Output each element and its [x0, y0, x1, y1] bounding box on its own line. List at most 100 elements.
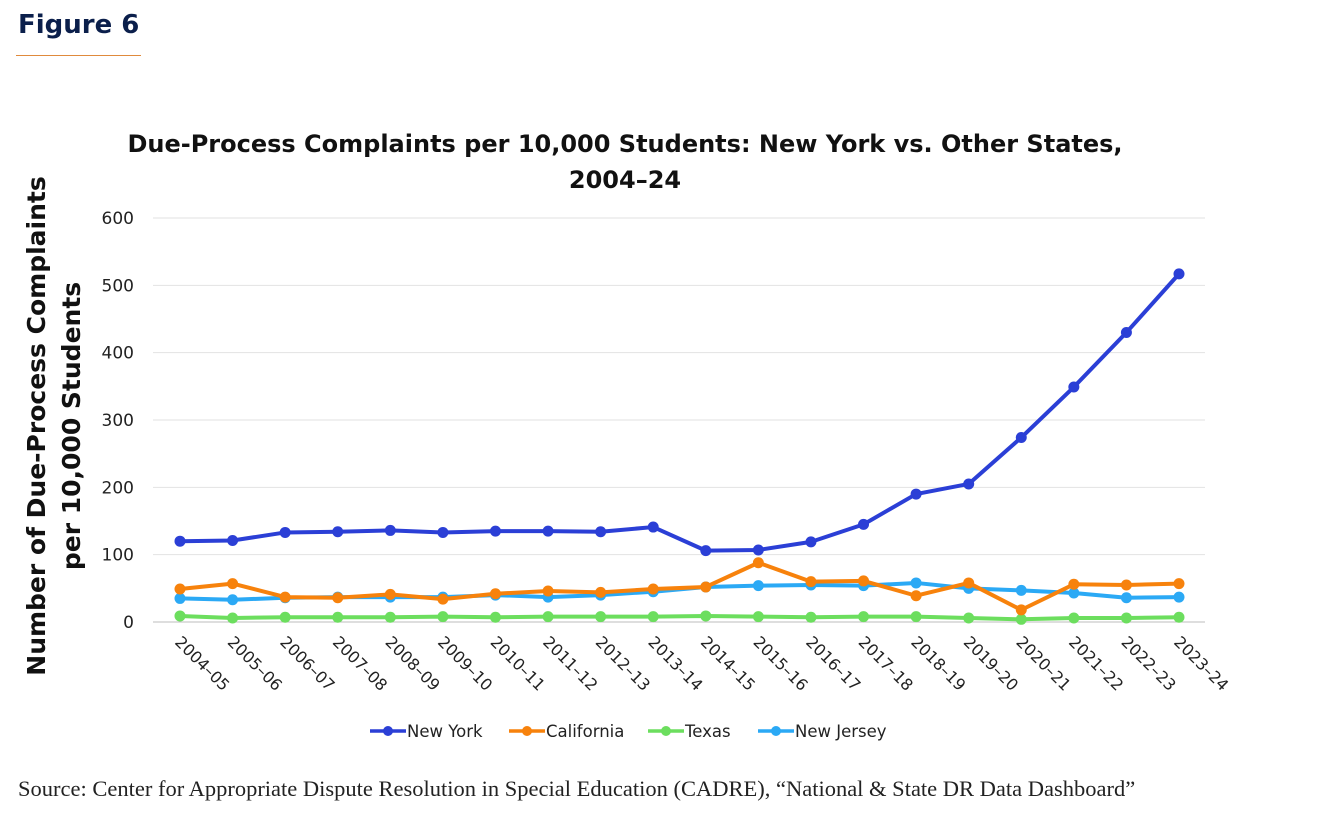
legend-swatch-marker [383, 726, 393, 736]
x-tick-label: 2011–12 [539, 632, 601, 694]
legend-label: Texas [684, 722, 731, 741]
data-point [489, 611, 501, 623]
data-point [1120, 579, 1132, 591]
legend-swatch-marker [522, 726, 532, 736]
series-new-york [174, 268, 1185, 557]
data-point [1015, 584, 1027, 596]
data-point [1173, 611, 1185, 623]
data-point [910, 611, 922, 623]
x-tick-label: 2014–15 [697, 632, 759, 694]
data-point [279, 591, 291, 603]
data-point [805, 611, 817, 623]
data-point [332, 611, 344, 623]
x-tick-label: 2004–05 [171, 632, 233, 694]
data-point [1068, 612, 1080, 624]
series-new-jersey [174, 577, 1185, 606]
x-tick-label: 2020–21 [1012, 632, 1074, 694]
legend-item-new-jersey: New Jersey [758, 722, 887, 741]
x-tick-label: 2017–18 [855, 632, 917, 694]
data-point [1068, 578, 1080, 590]
data-point [1015, 432, 1027, 444]
data-point [174, 583, 186, 595]
x-tick-label: 2005–06 [224, 632, 286, 694]
data-point [279, 611, 291, 623]
data-point [595, 586, 607, 598]
legend-swatch-marker [771, 726, 781, 736]
data-point [1015, 604, 1027, 616]
data-point [489, 588, 501, 600]
x-tick-label: 2016–17 [802, 632, 864, 694]
y-tick-label: 200 [102, 478, 134, 498]
data-point [858, 575, 870, 587]
x-tick-label: 2008–09 [381, 632, 443, 694]
y-axis-label-line-2: per 10,000 Students [57, 282, 86, 570]
data-point [752, 544, 764, 556]
data-point [752, 580, 764, 592]
x-tick-label: 2010–11 [487, 632, 549, 694]
x-tick-label: 2012–13 [592, 632, 654, 694]
legend-label: California [546, 722, 624, 741]
chart-title-line-1: Due-Process Complaints per 10,000 Studen… [127, 130, 1122, 158]
data-point [332, 592, 344, 604]
x-tick-label: 2009–10 [434, 632, 496, 694]
data-point [227, 578, 239, 590]
x-tick-label: 2022–23 [1118, 632, 1180, 694]
series-line [178, 560, 1181, 612]
data-point [1173, 591, 1185, 603]
data-point [1068, 587, 1080, 599]
y-tick-label: 0 [123, 613, 134, 633]
data-point [542, 585, 554, 597]
legend-item-texas: Texas [648, 722, 731, 741]
data-point [279, 526, 291, 538]
series-california [174, 557, 1185, 616]
data-point [384, 588, 396, 600]
data-point [1068, 381, 1080, 393]
data-point [174, 592, 186, 604]
data-point [1120, 592, 1132, 604]
y-tick-label: 500 [102, 276, 134, 296]
data-point [910, 488, 922, 500]
data-point [752, 611, 764, 623]
y-axis-label-line-1: Number of Due-Process Complaints [22, 176, 51, 675]
x-tick-label: 2018–19 [907, 632, 969, 694]
x-tick-label: 2015–16 [750, 632, 812, 694]
data-point [805, 536, 817, 548]
data-point [227, 612, 239, 624]
data-point [910, 590, 922, 602]
data-point [227, 535, 239, 547]
y-tick-label: 100 [102, 546, 134, 566]
x-tick-label: 2007–08 [329, 632, 391, 694]
line-chart: Due-Process Complaints per 10,000 Studen… [22, 130, 1232, 741]
data-point [910, 577, 922, 589]
legend-item-california: California [509, 722, 624, 741]
data-point [384, 524, 396, 536]
y-tick-label: 600 [102, 209, 134, 229]
data-point [1173, 268, 1185, 280]
data-point [437, 611, 449, 623]
data-point [963, 577, 975, 589]
data-point [963, 478, 975, 490]
x-tick-label: 2019–20 [960, 632, 1022, 694]
chart-title-line-2: 2004–24 [569, 166, 681, 194]
x-tick-label: 2023–24 [1170, 632, 1232, 694]
data-point [489, 525, 501, 537]
source-note: Source: Center for Appropriate Dispute R… [18, 776, 1136, 801]
figure-label-underline [16, 55, 141, 56]
data-point [1120, 326, 1132, 338]
data-point [963, 612, 975, 624]
data-point [384, 611, 396, 623]
data-point [174, 535, 186, 547]
x-tick-label: 2021–22 [1065, 632, 1127, 694]
data-point [174, 610, 186, 622]
y-tick-label: 300 [102, 411, 134, 431]
data-point [700, 545, 712, 557]
y-tick-label: 400 [102, 344, 134, 364]
data-point [647, 521, 659, 533]
data-point [1173, 578, 1185, 590]
series-line [178, 613, 1181, 622]
data-point [752, 557, 764, 569]
data-point [437, 526, 449, 538]
data-point [858, 611, 870, 623]
data-point [542, 525, 554, 537]
legend-swatch-marker [661, 726, 671, 736]
